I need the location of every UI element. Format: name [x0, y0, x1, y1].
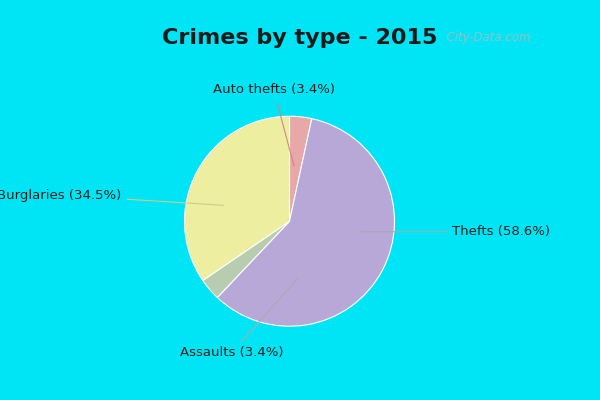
Text: Thefts (58.6%): Thefts (58.6%) — [361, 225, 550, 238]
Text: Assaults (3.4%): Assaults (3.4%) — [180, 278, 298, 359]
Text: Auto thefts (3.4%): Auto thefts (3.4%) — [213, 84, 335, 166]
Text: Crimes by type - 2015: Crimes by type - 2015 — [163, 28, 437, 48]
Wedge shape — [217, 119, 394, 326]
Wedge shape — [203, 221, 290, 298]
Text: City-Data.com: City-Data.com — [439, 31, 531, 44]
Text: Burglaries (34.5%): Burglaries (34.5%) — [0, 188, 224, 205]
Wedge shape — [289, 116, 312, 221]
Wedge shape — [185, 116, 290, 280]
